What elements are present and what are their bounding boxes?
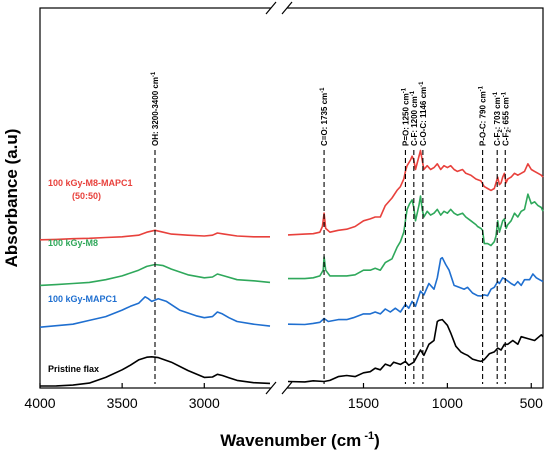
x-tick-label-2: 3000 [189,395,220,411]
axis-break-mark-0-a [265,1,277,15]
annotation-label-6: C-F2: 703 cm-1 [493,91,504,146]
series-line-3-seg-0 [39,229,270,241]
series-layer [39,149,544,387]
annotation-label-3: C-F: 1200 cm-1 [410,90,419,146]
series-line-1-seg-1 [287,256,544,326]
series-line-2-seg-0 [39,263,271,287]
axis-layer: 4000 3500 3000 1500 1000 500 [24,0,543,455]
x-tick-label-4: 1000 [432,395,463,411]
x-tick-label-3: 1500 [348,395,379,411]
legend-entry-3: Pristine flax [48,364,99,374]
x-tick-label-0: 4000 [24,395,55,411]
annotation-label-7: C-F2: 655 cm-1 [501,91,512,146]
axis-break-mark-1-b [281,381,293,395]
annotation-layer: OH: 3200-3400 cm-1 C=O: 1735 cm-1 P=O: 125… [151,71,512,384]
series-line-3-seg-1 [287,149,544,236]
axis-break-mark-1-a [265,381,277,395]
y-axis-label: Absorbance (a.u) [2,129,21,268]
x-axis-label: Wavenumber (cm -1) [220,430,380,450]
series-line-0-seg-1 [287,318,544,383]
annotation-label-2: P=O: 1250 cm-1 [401,87,410,146]
x-tick-label-1: 3500 [107,395,138,411]
legend-layer: 100 kGy-M8-MAPC1 (50:50) 100 kGy-M8 100 kGy… [48,178,133,374]
legend-entry-0-line2: (50:50) [72,191,101,201]
plot-frame [39,7,544,389]
series-line-0-seg-0 [39,356,271,387]
legend-entry-2: 100 kGy-MAPC1 [48,294,117,304]
annotation-label-4: C-O-C: 1146 cm-1 [419,81,428,146]
annotation-label-1: C=O: 1735 cm-1 [320,87,329,146]
x-tick-label-5: 500 [520,395,544,411]
legend-entry-0: 100 kGy-M8-MAPC1 [48,178,133,188]
annotation-label-5: P-O-C: 790 cm-1 [479,85,488,146]
legend-entry-1: 100 kGy-M8 [48,238,98,248]
series-line-2-seg-1 [288,193,544,280]
annotation-label-0: OH: 3200-3400 cm-1 [151,71,160,146]
axis-break-gap [271,0,287,455]
series-line-1-seg-0 [39,296,271,328]
axis-break-mark-0-b [281,1,293,15]
